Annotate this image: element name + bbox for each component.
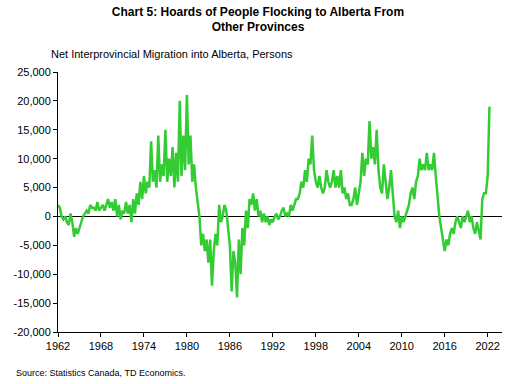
svg-text:-5,000: -5,000 bbox=[20, 239, 51, 251]
svg-text:2004: 2004 bbox=[347, 340, 371, 352]
svg-text:2016: 2016 bbox=[432, 340, 456, 352]
svg-text:1974: 1974 bbox=[132, 340, 156, 352]
svg-text:-15,000: -15,000 bbox=[13, 297, 50, 309]
svg-text:-20,000: -20,000 bbox=[13, 326, 50, 338]
svg-text:Source: Statistics Canada, TD: Source: Statistics Canada, TD Economics. bbox=[16, 368, 185, 378]
svg-text:1998: 1998 bbox=[304, 340, 328, 352]
svg-text:1986: 1986 bbox=[218, 340, 242, 352]
svg-text:0: 0 bbox=[45, 210, 51, 222]
svg-text:25,000: 25,000 bbox=[17, 66, 51, 78]
svg-text:2022: 2022 bbox=[475, 340, 499, 352]
svg-text:10,000: 10,000 bbox=[17, 153, 51, 165]
svg-text:20,000: 20,000 bbox=[17, 95, 51, 107]
svg-text:-10,000: -10,000 bbox=[13, 268, 50, 280]
svg-text:Chart 5: Hoards of People Floc: Chart 5: Hoards of People Flocking to Al… bbox=[112, 5, 404, 35]
svg-text:15,000: 15,000 bbox=[17, 124, 51, 136]
svg-text:1968: 1968 bbox=[89, 340, 113, 352]
svg-text:1992: 1992 bbox=[261, 340, 285, 352]
svg-text:2010: 2010 bbox=[389, 340, 413, 352]
svg-text:1962: 1962 bbox=[46, 340, 70, 352]
svg-text:5,000: 5,000 bbox=[23, 181, 51, 193]
svg-text:Net Interprovincial Migration: Net Interprovincial Migration into Alber… bbox=[51, 48, 293, 60]
svg-text:1980: 1980 bbox=[175, 340, 199, 352]
